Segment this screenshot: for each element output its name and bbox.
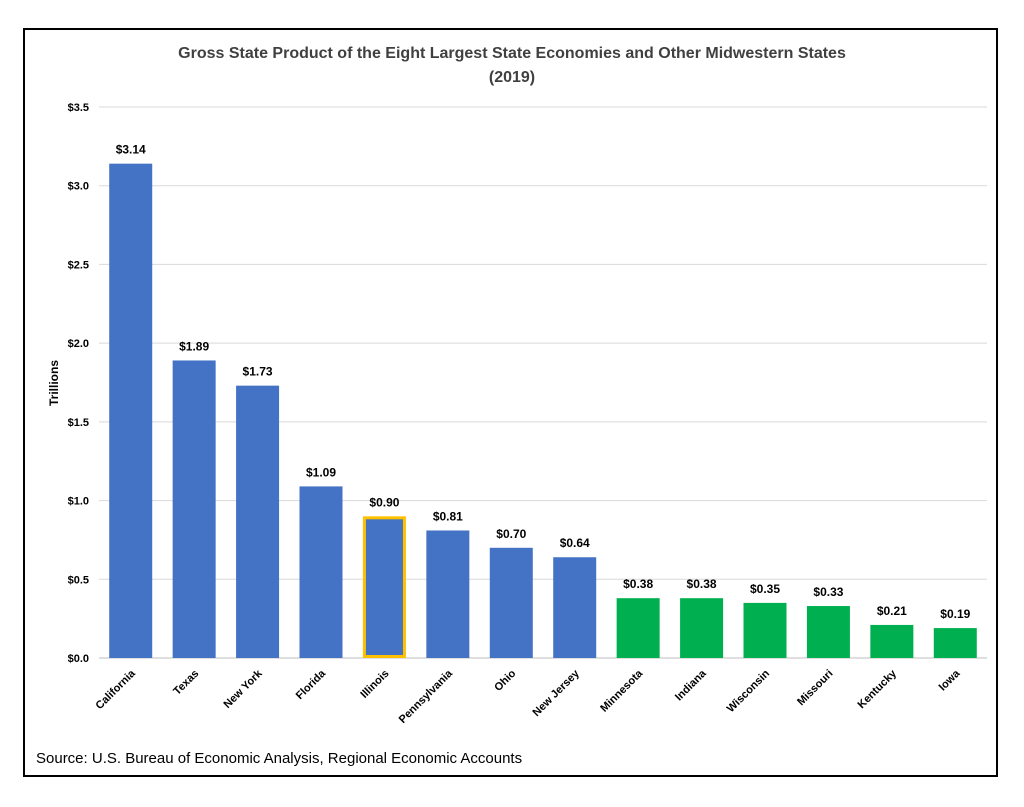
x-tick-label: California bbox=[93, 667, 138, 712]
x-tick-label: Texas bbox=[171, 668, 201, 698]
data-label: $1.89 bbox=[179, 339, 209, 353]
y-tick-label: $1.5 bbox=[68, 417, 89, 429]
bars bbox=[109, 163, 977, 658]
bar-indiana bbox=[680, 598, 724, 658]
bar-minnesota bbox=[616, 598, 660, 658]
x-tick-label: Iowa bbox=[937, 667, 963, 693]
chart-title: Gross State Product of the Eight Largest… bbox=[178, 45, 846, 62]
data-label: $0.81 bbox=[433, 509, 463, 523]
y-axis-label: Trillions bbox=[47, 360, 61, 406]
source-note: Source: U.S. Bureau of Economic Analysis… bbox=[36, 750, 523, 767]
y-axis-ticks: $0.0 $0.5 $1.0 $1.5 $2.0 $2.5 $3.0 $3.5 bbox=[68, 102, 89, 665]
y-tick-label: $1.0 bbox=[68, 496, 89, 508]
bar-missouri bbox=[806, 606, 850, 658]
bar-kentucky bbox=[870, 624, 914, 658]
bar-pennsylvania bbox=[426, 530, 470, 658]
x-tick-label: Minnesota bbox=[598, 667, 646, 715]
bar-new-york bbox=[236, 385, 280, 658]
y-tick-label: $3.0 bbox=[68, 181, 89, 193]
data-label: $1.09 bbox=[306, 465, 336, 479]
x-axis-ticks: California Texas New York Florida Illinois Pe… bbox=[93, 667, 963, 726]
x-tick-label: Missouri bbox=[795, 668, 835, 708]
x-tick-label: Pennsylvania bbox=[397, 667, 456, 726]
bar-new-jersey bbox=[553, 557, 597, 658]
x-tick-label: Kentucky bbox=[855, 667, 899, 711]
y-tick-label: $2.5 bbox=[68, 259, 89, 271]
x-tick-label: Florida bbox=[294, 667, 329, 702]
data-label: $0.38 bbox=[623, 577, 653, 591]
data-labels: $3.14 $1.89 $1.73 $1.09 $0.90 $0.81 $0.70 $0.64… bbox=[116, 143, 971, 621]
chart-subtitle-year: (2019) bbox=[488, 69, 536, 86]
y-tick-label: $0.5 bbox=[68, 574, 89, 586]
bar-texas bbox=[172, 360, 216, 658]
bar-iowa bbox=[933, 628, 977, 658]
x-tick-label: Indiana bbox=[673, 667, 709, 703]
data-label: $0.35 bbox=[750, 582, 780, 596]
data-label: $3.14 bbox=[116, 143, 146, 157]
data-label: $0.64 bbox=[560, 536, 590, 550]
bar-california bbox=[109, 163, 153, 658]
data-label: $1.73 bbox=[243, 365, 273, 379]
bar-ohio bbox=[489, 547, 533, 658]
data-label: $0.38 bbox=[687, 577, 717, 591]
x-tick-label: Wisconsin bbox=[725, 667, 773, 715]
data-label: $0.70 bbox=[496, 527, 526, 541]
x-tick-label: Illinois bbox=[358, 668, 391, 701]
y-tick-label: $2.0 bbox=[68, 338, 89, 350]
x-tick-label: New Jersey bbox=[531, 667, 583, 719]
data-label: $0.19 bbox=[940, 607, 970, 621]
y-tick-label: $0.0 bbox=[68, 653, 89, 665]
x-tick-label: New York bbox=[221, 667, 265, 711]
bar-wisconsin bbox=[743, 602, 787, 658]
bar-florida bbox=[299, 486, 343, 658]
gridlines bbox=[99, 106, 987, 659]
data-label: $0.33 bbox=[813, 585, 843, 599]
y-tick-label: $3.5 bbox=[68, 102, 89, 114]
bar-illinois bbox=[362, 516, 406, 658]
x-tick-label: Ohio bbox=[492, 667, 518, 693]
data-label: $0.21 bbox=[877, 604, 907, 618]
data-label: $0.90 bbox=[369, 495, 399, 509]
